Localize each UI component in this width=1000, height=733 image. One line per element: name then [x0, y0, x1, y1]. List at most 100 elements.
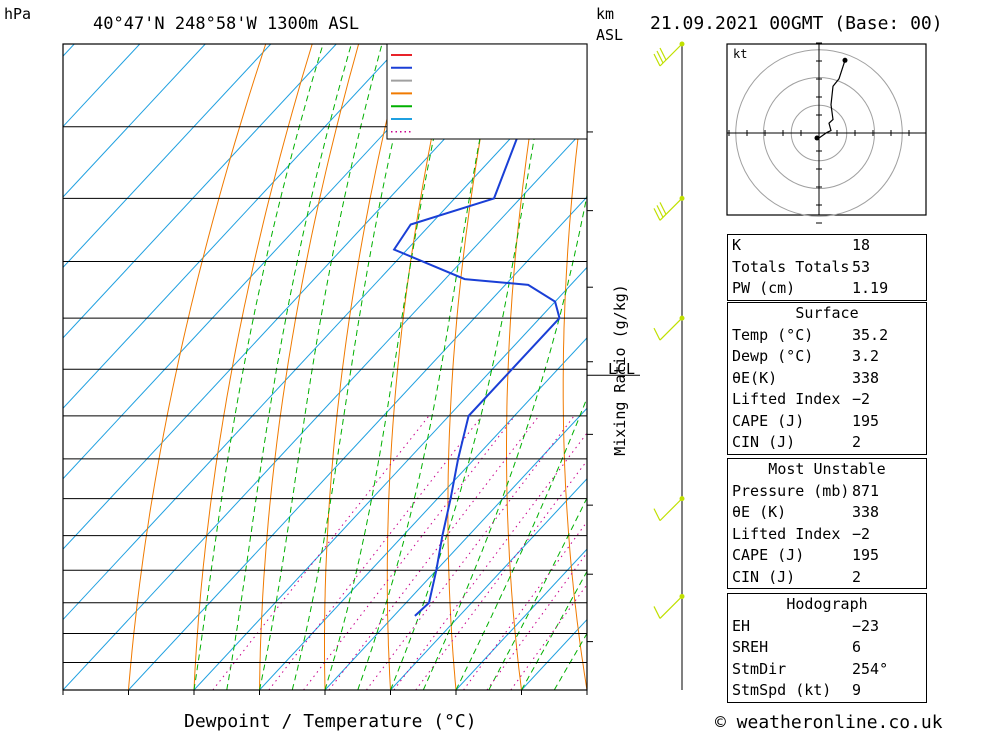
most-unstable-label: CAPE (J): [732, 546, 805, 564]
hodograph-end-point: [842, 57, 848, 63]
most-unstable-label: Pressure (mb): [732, 481, 850, 500]
lcl-label: LCL: [608, 360, 635, 378]
index-label: PW (cm): [732, 279, 796, 297]
isotherm-line: [193, 266, 587, 690]
isotherm-line: [63, 44, 468, 480]
dry-adiabat-line: [671, 44, 718, 690]
surface-value: 338: [852, 368, 880, 387]
wet-adiabat-line: [357, 44, 500, 690]
wind-barb: [653, 208, 661, 221]
isotherm-line: [63, 44, 337, 339]
surface-row: θE(K) 338: [728, 368, 926, 390]
pressure-unit-label: hPa: [4, 5, 31, 23]
index-value: 53: [852, 257, 871, 276]
index-row: Totals Totals 53: [728, 257, 926, 279]
surface-value: −2: [852, 390, 871, 408]
legend-box: [386, 43, 588, 140]
hodograph-stats-row: SREH 6: [728, 637, 926, 659]
wind-barb: [659, 47, 667, 61]
dry-adiabat-line: [506, 44, 545, 690]
wind-barb: [653, 606, 661, 619]
surface-title: Surface: [795, 304, 859, 322]
hodograph-frame: [726, 43, 927, 216]
surface-row: Dewp (°C) 3.2: [728, 346, 926, 368]
hodograph-stats-label: StmSpd (kt): [732, 681, 832, 699]
dry-adiabat-line: [962, 44, 1000, 690]
dry-adiabat-line: [324, 44, 406, 690]
wind-barb: [653, 53, 661, 67]
hodograph-stats-row: StmSpd (kt) 9: [728, 680, 926, 702]
mixing-ratio-line: [415, 459, 587, 690]
hodograph-stats-value: 9: [852, 681, 862, 699]
wind-staff: [659, 498, 683, 522]
surface-value: 3.2: [852, 347, 880, 365]
surface-value: 35.2: [852, 325, 889, 344]
dry-adiabat-line: [193, 44, 313, 690]
surface-row: CAPE (J) 195: [728, 411, 926, 433]
wet-adiabat-line: [291, 44, 417, 690]
km-label: km: [596, 5, 614, 23]
dry-adiabat-line: [128, 44, 267, 690]
datetime-title: 21.09.2021 00GMT (Base: 00): [650, 13, 943, 34]
hodograph-stats-value: 6: [852, 638, 862, 656]
mixing-ratio-line: [303, 415, 516, 690]
most-unstable-row: Lifted Index −2: [728, 524, 926, 546]
wind-barbs: [653, 41, 685, 619]
surface-label: Lifted Index: [732, 390, 841, 408]
hodograph-stats-table: Hodograph EH −23 SREH 6 StmDir 254° StmSpd …: [727, 593, 927, 703]
wind-barb: [653, 327, 661, 341]
surface-table: Surface Temp (°C) 35.2 Dewp (°C) 3.2 θE(K)…: [727, 302, 927, 455]
most-unstable-value: −2: [852, 524, 871, 543]
mixing-ratio-axis-label: Mixing Ratio (g/kg): [611, 284, 629, 456]
surface-label: CAPE (J): [732, 411, 805, 430]
isotherm-line: [0, 44, 9, 690]
wet-adiabat-line: [193, 44, 324, 690]
wet-adiabat-line: [455, 396, 587, 690]
hodograph-storm-motion: [814, 135, 820, 141]
index-row: PW (cm) 1.19: [728, 278, 926, 300]
wind-barb: [656, 50, 664, 64]
isotherm-line: [128, 196, 587, 690]
wind-staff: [659, 43, 683, 67]
most-unstable-row: θE (K) 338: [728, 502, 926, 524]
wet-adiabat-line: [422, 193, 587, 690]
most-unstable-table: Most Unstable Pressure (mb) 871 θE (K) 338…: [727, 458, 927, 589]
surface-label: CIN (J): [732, 433, 796, 451]
hodograph-stats-label: StmDir: [732, 659, 787, 678]
most-unstable-value: 195: [852, 546, 880, 564]
surface-label: Temp (°C): [732, 325, 814, 344]
isotherm-line: [63, 44, 403, 410]
wind-staff: [659, 596, 683, 619]
most-unstable-value: 338: [852, 503, 880, 521]
most-unstable-label: CIN (J): [732, 567, 796, 586]
isotherm-line: [455, 548, 587, 690]
hodograph-trace: [818, 60, 846, 139]
surface-row: Temp (°C) 35.2: [728, 325, 926, 347]
isotherm-line: [63, 44, 206, 198]
dry-adiabat-line: [447, 44, 499, 690]
surface-row: CIN (J) 2: [728, 432, 926, 454]
dry-adiabat-line: [916, 44, 1000, 690]
index-label: Totals Totals: [732, 257, 850, 276]
wet-adiabat-line: [488, 496, 587, 690]
indices-table: K 18 Totals Totals 53 PW (cm) 1.19: [727, 234, 927, 301]
surface-value: 195: [852, 411, 880, 430]
credit-text: © weatheronline.co.uk: [715, 712, 943, 733]
hodograph-stats-row: EH −23: [728, 616, 926, 638]
hodograph-stats-value: −23: [852, 616, 880, 635]
isotherm-line: [259, 337, 587, 690]
legend: [386, 43, 588, 140]
hodograph-stats-label: EH: [732, 616, 751, 635]
surface-label: Dewp (°C): [732, 347, 814, 365]
wind-staff: [659, 197, 683, 221]
x-axis-label: Dewpoint / Temperature (°C): [184, 711, 477, 732]
index-label: K: [732, 236, 742, 254]
most-unstable-value: 871: [852, 481, 880, 500]
profiles: [392, 94, 587, 617]
isotherm-line: [390, 477, 587, 690]
height-axis-ticks: [587, 131, 640, 643]
wind-staff: [659, 317, 683, 341]
wind-barb: [653, 508, 661, 521]
hodograph: kt: [726, 42, 927, 224]
